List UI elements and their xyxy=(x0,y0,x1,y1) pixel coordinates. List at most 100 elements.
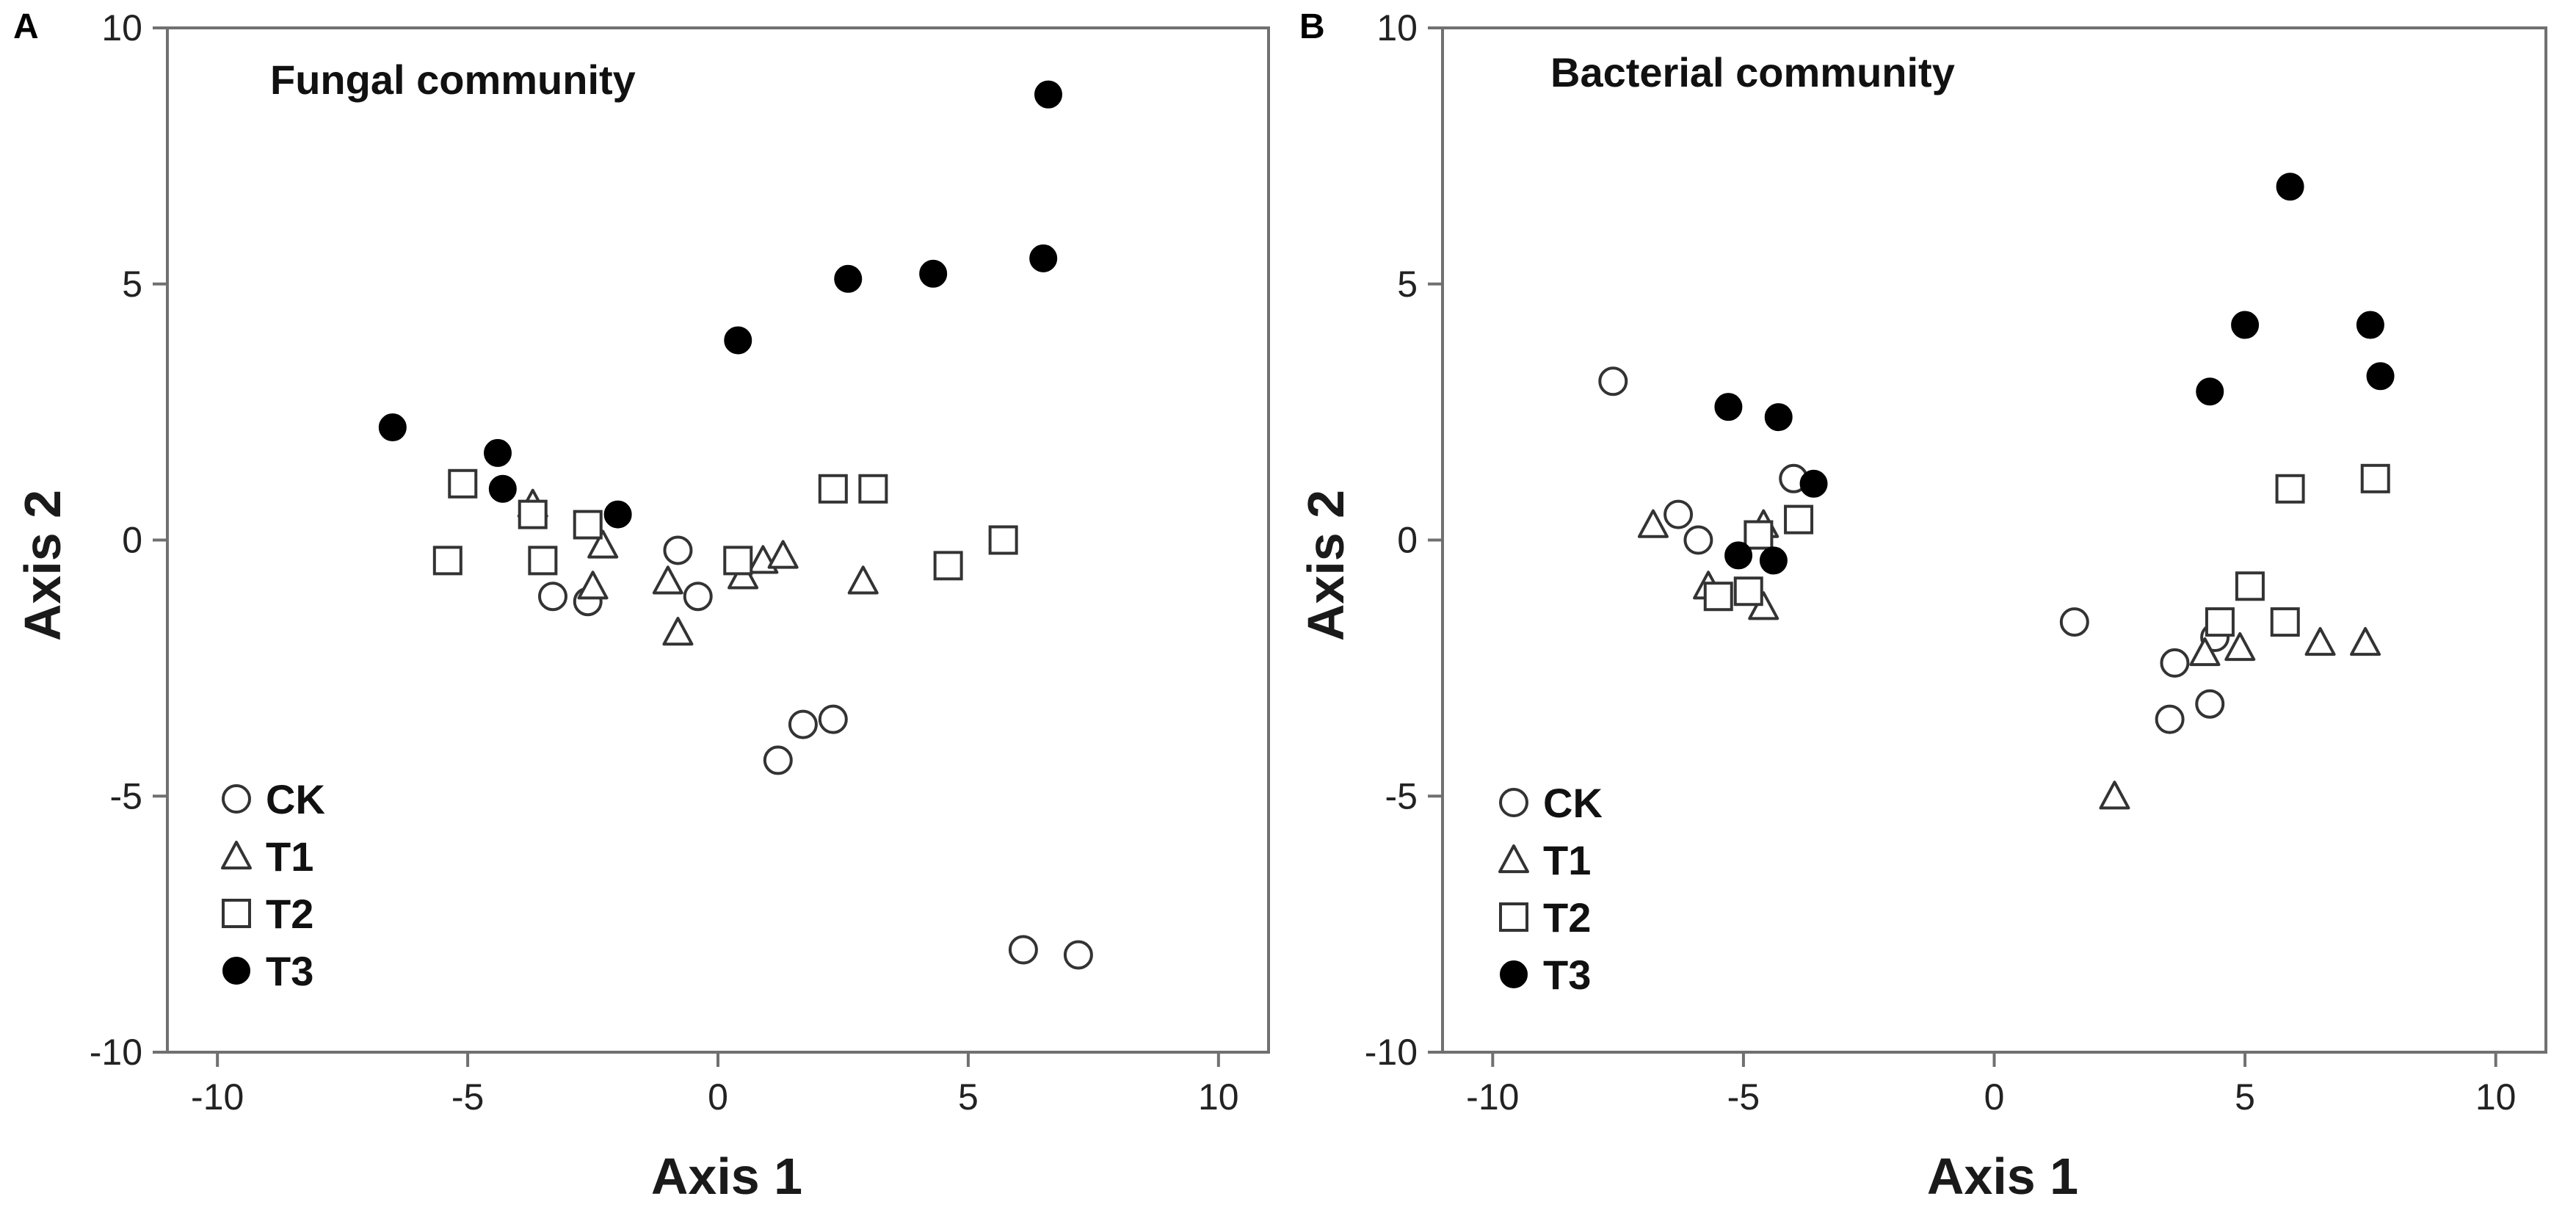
x-tick-label-fungal: -5 xyxy=(451,1076,484,1118)
legend-marker-t1 xyxy=(221,841,252,870)
data-point-ck xyxy=(2059,607,2089,637)
data-point-t3 xyxy=(1764,403,1793,432)
y-tick-label-bacterial: 5 xyxy=(1397,264,1418,305)
x-tick-label-fungal: 0 xyxy=(708,1076,728,1118)
x-axis-title-fungal: Axis 1 xyxy=(651,1148,802,1205)
data-point-t3 xyxy=(484,438,512,467)
data-point-t3 xyxy=(2196,377,2224,406)
data-point-t2 xyxy=(723,546,753,576)
data-point-t3 xyxy=(1714,393,1743,421)
legend-marker-ck xyxy=(1499,788,1528,817)
legend-label-t1: T1 xyxy=(1543,837,1591,883)
data-point-t2 xyxy=(988,525,1018,555)
data-point-t2 xyxy=(1784,504,1814,535)
data-point-t2 xyxy=(573,510,603,540)
data-point-t1 xyxy=(847,565,879,595)
data-point-t2 xyxy=(2270,607,2300,637)
data-point-t3 xyxy=(724,326,752,355)
chart-title-fungal: Fungal community xyxy=(270,57,636,103)
data-point-t2 xyxy=(933,551,963,581)
data-point-t2 xyxy=(448,468,478,499)
data-point-t2 xyxy=(1733,576,1763,606)
data-point-t2 xyxy=(818,474,848,504)
data-point-t1 xyxy=(587,529,619,559)
legend-marker-t3 xyxy=(222,957,250,985)
data-point-t3 xyxy=(2276,173,2304,201)
data-point-t1 xyxy=(652,565,683,595)
data-point-t1 xyxy=(767,540,799,569)
data-point-t2 xyxy=(2205,607,2235,637)
data-point-t3 xyxy=(1724,541,1753,570)
series-t3-bacterial xyxy=(1714,173,2395,575)
data-point-t1 xyxy=(2189,637,2221,667)
panel-bacterial: B Bacterial community Axis 1 Axis 2 -10 -… xyxy=(1297,7,2547,1205)
legend-label-ck: CK xyxy=(1543,780,1603,826)
y-tick-label-fungal: 10 xyxy=(101,7,142,48)
x-tick-label-bacterial: 0 xyxy=(1984,1076,2005,1118)
data-point-t2 xyxy=(2235,571,2265,601)
legend-label-t3: T3 xyxy=(1543,952,1591,998)
data-point-t3 xyxy=(2231,311,2260,339)
data-point-t2 xyxy=(1703,582,1733,612)
data-point-ck xyxy=(2155,704,2185,734)
data-point-ck xyxy=(2160,648,2190,678)
data-point-ck xyxy=(788,709,818,739)
x-axis-title-bacterial: Axis 1 xyxy=(1927,1148,2078,1205)
data-point-t2 xyxy=(858,474,888,504)
data-point-t3 xyxy=(603,500,632,529)
x-tick-label-bacterial: -10 xyxy=(1466,1076,1519,1118)
data-point-t3 xyxy=(488,474,517,503)
data-point-t2 xyxy=(1744,520,1774,550)
data-point-t3 xyxy=(1029,244,1058,272)
data-point-ck xyxy=(818,704,848,734)
data-point-ck xyxy=(1008,935,1038,965)
data-point-t1 xyxy=(2350,627,2381,656)
data-point-t1 xyxy=(2224,631,2256,662)
data-point-t3 xyxy=(1759,546,1788,575)
x-tick-label-fungal: -10 xyxy=(191,1076,244,1118)
y-tick-label-fungal: -10 xyxy=(90,1032,142,1073)
x-tick-label-bacterial: 5 xyxy=(2235,1076,2255,1118)
data-point-ck xyxy=(1683,525,1713,555)
data-point-t1 xyxy=(2099,781,2130,810)
data-point-t2 xyxy=(2275,474,2305,504)
legend-marker-t2 xyxy=(222,899,251,928)
x-tick-label-bacterial: -5 xyxy=(1727,1076,1760,1118)
y-axis-title-fungal: Axis 2 xyxy=(14,490,71,641)
legend-label-ck: CK xyxy=(266,776,325,822)
legend-label-t2: T2 xyxy=(1543,894,1591,941)
data-point-ck xyxy=(683,582,713,612)
data-point-t2 xyxy=(528,546,558,576)
series-t2-bacterial xyxy=(1703,463,2390,637)
data-point-ck xyxy=(2195,689,2225,719)
x-tick-label-fungal: 10 xyxy=(1198,1076,1239,1118)
series-ck-fungal xyxy=(538,535,1093,970)
data-point-t3 xyxy=(1034,80,1062,109)
panel-letter-b: B xyxy=(1299,7,1325,46)
data-point-t1 xyxy=(2304,627,2336,656)
data-point-t3 xyxy=(919,259,948,288)
legend-label-t3: T3 xyxy=(266,948,313,994)
x-tick-label-fungal: 5 xyxy=(958,1076,979,1118)
y-tick-label-bacterial: -10 xyxy=(1365,1032,1418,1073)
legend-marker-t1 xyxy=(1498,844,1529,874)
y-tick-label-bacterial: -5 xyxy=(1385,775,1418,816)
series-t3-fungal xyxy=(378,80,1062,529)
panel-letter-a: A xyxy=(13,7,39,46)
series-t2-fungal xyxy=(432,468,1018,581)
data-point-t2 xyxy=(518,499,548,529)
data-point-t3 xyxy=(2366,362,2395,391)
legend-marker-t2 xyxy=(1499,902,1528,932)
y-tick-label-fungal: 5 xyxy=(122,264,142,305)
legend-marker-t3 xyxy=(1500,960,1528,988)
data-point-t3 xyxy=(834,264,863,293)
y-axis-title-bacterial: Axis 2 xyxy=(1297,490,1354,641)
panel-fungal: A Fungal community Axis 1 Axis 2 -10 -5 0 5… xyxy=(13,7,1270,1205)
data-point-ck xyxy=(763,745,793,775)
data-point-ck xyxy=(663,535,693,565)
data-point-t3 xyxy=(2356,311,2384,339)
data-point-t3 xyxy=(1799,469,1828,498)
data-point-t1 xyxy=(1637,509,1669,538)
